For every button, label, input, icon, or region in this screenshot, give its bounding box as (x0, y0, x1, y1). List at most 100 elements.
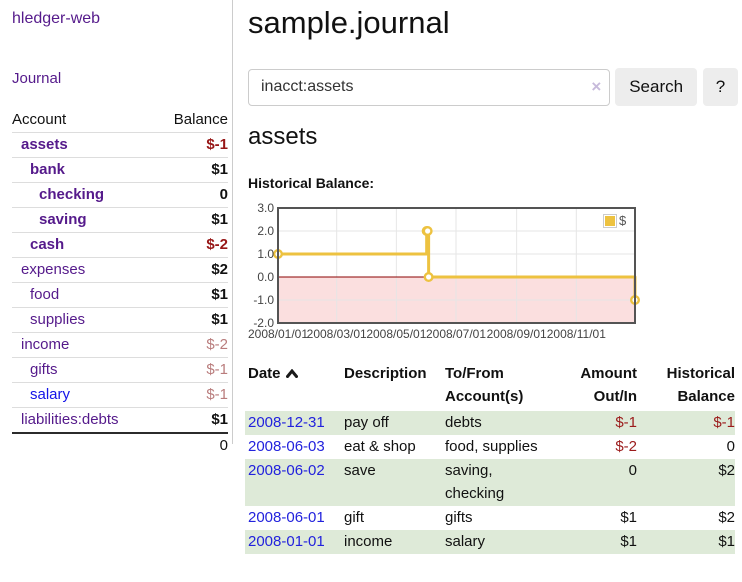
y-axis-tick-label: -2.0 (253, 316, 274, 330)
x-axis-tick-label: 2008/11/01 (546, 327, 606, 341)
sidebar-account-row: gifts $-1 (12, 358, 228, 383)
accounts-header-account: Account (12, 111, 67, 128)
register-header-amount: Amount Out/In (580, 365, 637, 405)
sidebar-account-gifts[interactable]: gifts (30, 361, 58, 378)
sidebar-account-expenses[interactable]: expenses (21, 261, 86, 278)
transaction-description: eat & shop (344, 438, 416, 455)
transaction-amount: $1 (620, 509, 637, 526)
transaction-accounts: salary (445, 533, 486, 550)
sidebar-account-supplies[interactable]: supplies (30, 311, 86, 328)
accounts-table-header: Account Balance (12, 108, 228, 133)
legend-swatch (603, 213, 617, 228)
sidebar-account-row: food $1 (12, 283, 228, 308)
account-balance: $1 (211, 311, 228, 328)
table-row: 2008-06-03 eat & shop food, supplies $-2 0 (245, 435, 735, 459)
account-balance: $2 (211, 261, 228, 278)
transaction-date-link[interactable]: 2008-12-31 (248, 414, 325, 431)
transaction-balance: $-1 (713, 414, 735, 431)
transaction-balance: $1 (718, 533, 735, 550)
transaction-description: gift (344, 509, 365, 526)
account-balance: $-1 (206, 386, 228, 403)
chart-plot-area (273, 207, 641, 324)
sidebar-accounts: assets $-1 bank $1 checking 0 saving $1 cash $-2 e… (12, 133, 228, 432)
account-balance: $1 (211, 161, 228, 178)
sidebar-account-food[interactable]: food (30, 286, 60, 303)
transaction-description: save (344, 462, 376, 479)
transaction-accounts: gifts (445, 509, 473, 526)
sidebar-account-row: income $-2 (12, 333, 228, 358)
x-axis-tick-label: 2008/03/01 (306, 327, 367, 341)
clear-search-icon[interactable]: × (591, 76, 602, 96)
transaction-accounts: saving, checking (445, 462, 505, 502)
transaction-accounts: debts (445, 414, 482, 431)
sidebar-account-row: expenses $2 (12, 258, 228, 283)
sidebar-account-bank[interactable]: bank (30, 161, 66, 178)
y-axis-tick-label: 3.0 (257, 201, 274, 215)
sidebar-account-row: liabilities:debts $1 (12, 408, 228, 432)
sidebar-account-saving[interactable]: saving (39, 211, 87, 228)
table-row: 2008-06-01 gift gifts $1 $2 (245, 506, 735, 530)
transaction-description: income (344, 533, 393, 550)
transaction-amount: $-1 (615, 414, 637, 431)
sidebar-account-row: bank $1 (12, 158, 228, 183)
sidebar: hledger-web Journal Account Balance asse… (0, 0, 233, 454)
accounts-header-balance: Balance (173, 111, 228, 128)
sort-ascending-icon (285, 362, 298, 385)
x-axis-tick-label: 2008/01/01 (247, 327, 309, 341)
chart-title: Historical Balance: (248, 175, 375, 191)
transaction-amount: $-2 (615, 438, 637, 455)
transaction-balance: 0 (726, 438, 735, 455)
register-header-tofrom: To/From Account(s) (445, 365, 524, 405)
account-balance: $-2 (206, 236, 228, 253)
accounts-total-row: 0 (12, 432, 228, 458)
sidebar-item-journal[interactable]: Journal (12, 70, 62, 87)
search-input[interactable] (248, 68, 611, 106)
register-rows: 2008-12-31 pay off debts $-1 $-1 2008-06-03 ea… (245, 411, 735, 554)
transaction-amount: $1 (620, 533, 637, 550)
table-row: 2008-01-01 income salary $1 $1 (245, 530, 735, 554)
sidebar-account-checking[interactable]: checking (39, 186, 105, 203)
sidebar-account-row: cash $-2 (12, 233, 228, 258)
x-axis-tick-label: 2008/07/01 (425, 327, 487, 341)
account-heading: assets (248, 123, 318, 150)
y-axis-tick-label: 2.0 (257, 224, 274, 238)
sidebar-account-liabilities-debts[interactable]: liabilities:debts (21, 411, 119, 428)
x-axis-tick-label: 2008/09/01 (486, 327, 547, 341)
sidebar-account-row: assets $-1 (12, 133, 228, 158)
search-button[interactable]: Search (615, 68, 698, 106)
account-balance: $1 (211, 286, 228, 303)
table-row: 2008-12-31 pay off debts $-1 $-1 (245, 411, 735, 435)
help-button[interactable]: ? (703, 68, 738, 106)
table-row: 2008-06-02 save saving, checking 0 $2 (245, 459, 735, 506)
accounts-total-value: 0 (219, 437, 228, 454)
register-header-balance: Historical Balance (666, 365, 735, 405)
transaction-balance: $2 (718, 462, 735, 479)
transaction-balance: $2 (718, 509, 735, 526)
account-balance: $-1 (206, 136, 228, 153)
register-header-description: Description (344, 365, 427, 382)
account-balance: $1 (211, 211, 228, 228)
register-header-date[interactable]: Date (245, 362, 344, 411)
y-axis-tick-label: 0.0 (257, 270, 274, 284)
transaction-date-link[interactable]: 2008-01-01 (248, 533, 325, 550)
x-axis-tick-label: 2008/05/01 (366, 327, 427, 341)
historical-balance-chart: $ 3.0 2.0 1.0 0.0 -1.0 -2.0 2008/01/01 2008/03/… (248, 200, 738, 346)
sidebar-account-row: saving $1 (12, 208, 228, 233)
main-panel: sample.journal × Search ? assets Histori… (245, 0, 738, 554)
transaction-date-link[interactable]: 2008-06-01 (248, 509, 325, 526)
sidebar-account-row: salary $-1 (12, 383, 228, 408)
sidebar-account-row: supplies $1 (12, 308, 228, 333)
sidebar-account-salary[interactable]: salary (30, 386, 71, 403)
account-balance: $1 (211, 411, 228, 428)
register-table: Date Description To/From Account(s) Amou… (245, 362, 735, 554)
account-balance: $-2 (206, 336, 228, 353)
sidebar-account-income[interactable]: income (21, 336, 70, 353)
app-brand-link[interactable]: hledger-web (12, 10, 101, 27)
sidebar-account-assets[interactable]: assets (21, 136, 68, 153)
transaction-date-link[interactable]: 2008-06-02 (248, 462, 325, 479)
y-axis-tick-label: 1.0 (257, 247, 274, 261)
transaction-date-link[interactable]: 2008-06-03 (248, 438, 325, 455)
sidebar-account-cash[interactable]: cash (30, 236, 65, 253)
legend-label: $ (619, 213, 627, 228)
transaction-accounts: food, supplies (445, 438, 538, 455)
